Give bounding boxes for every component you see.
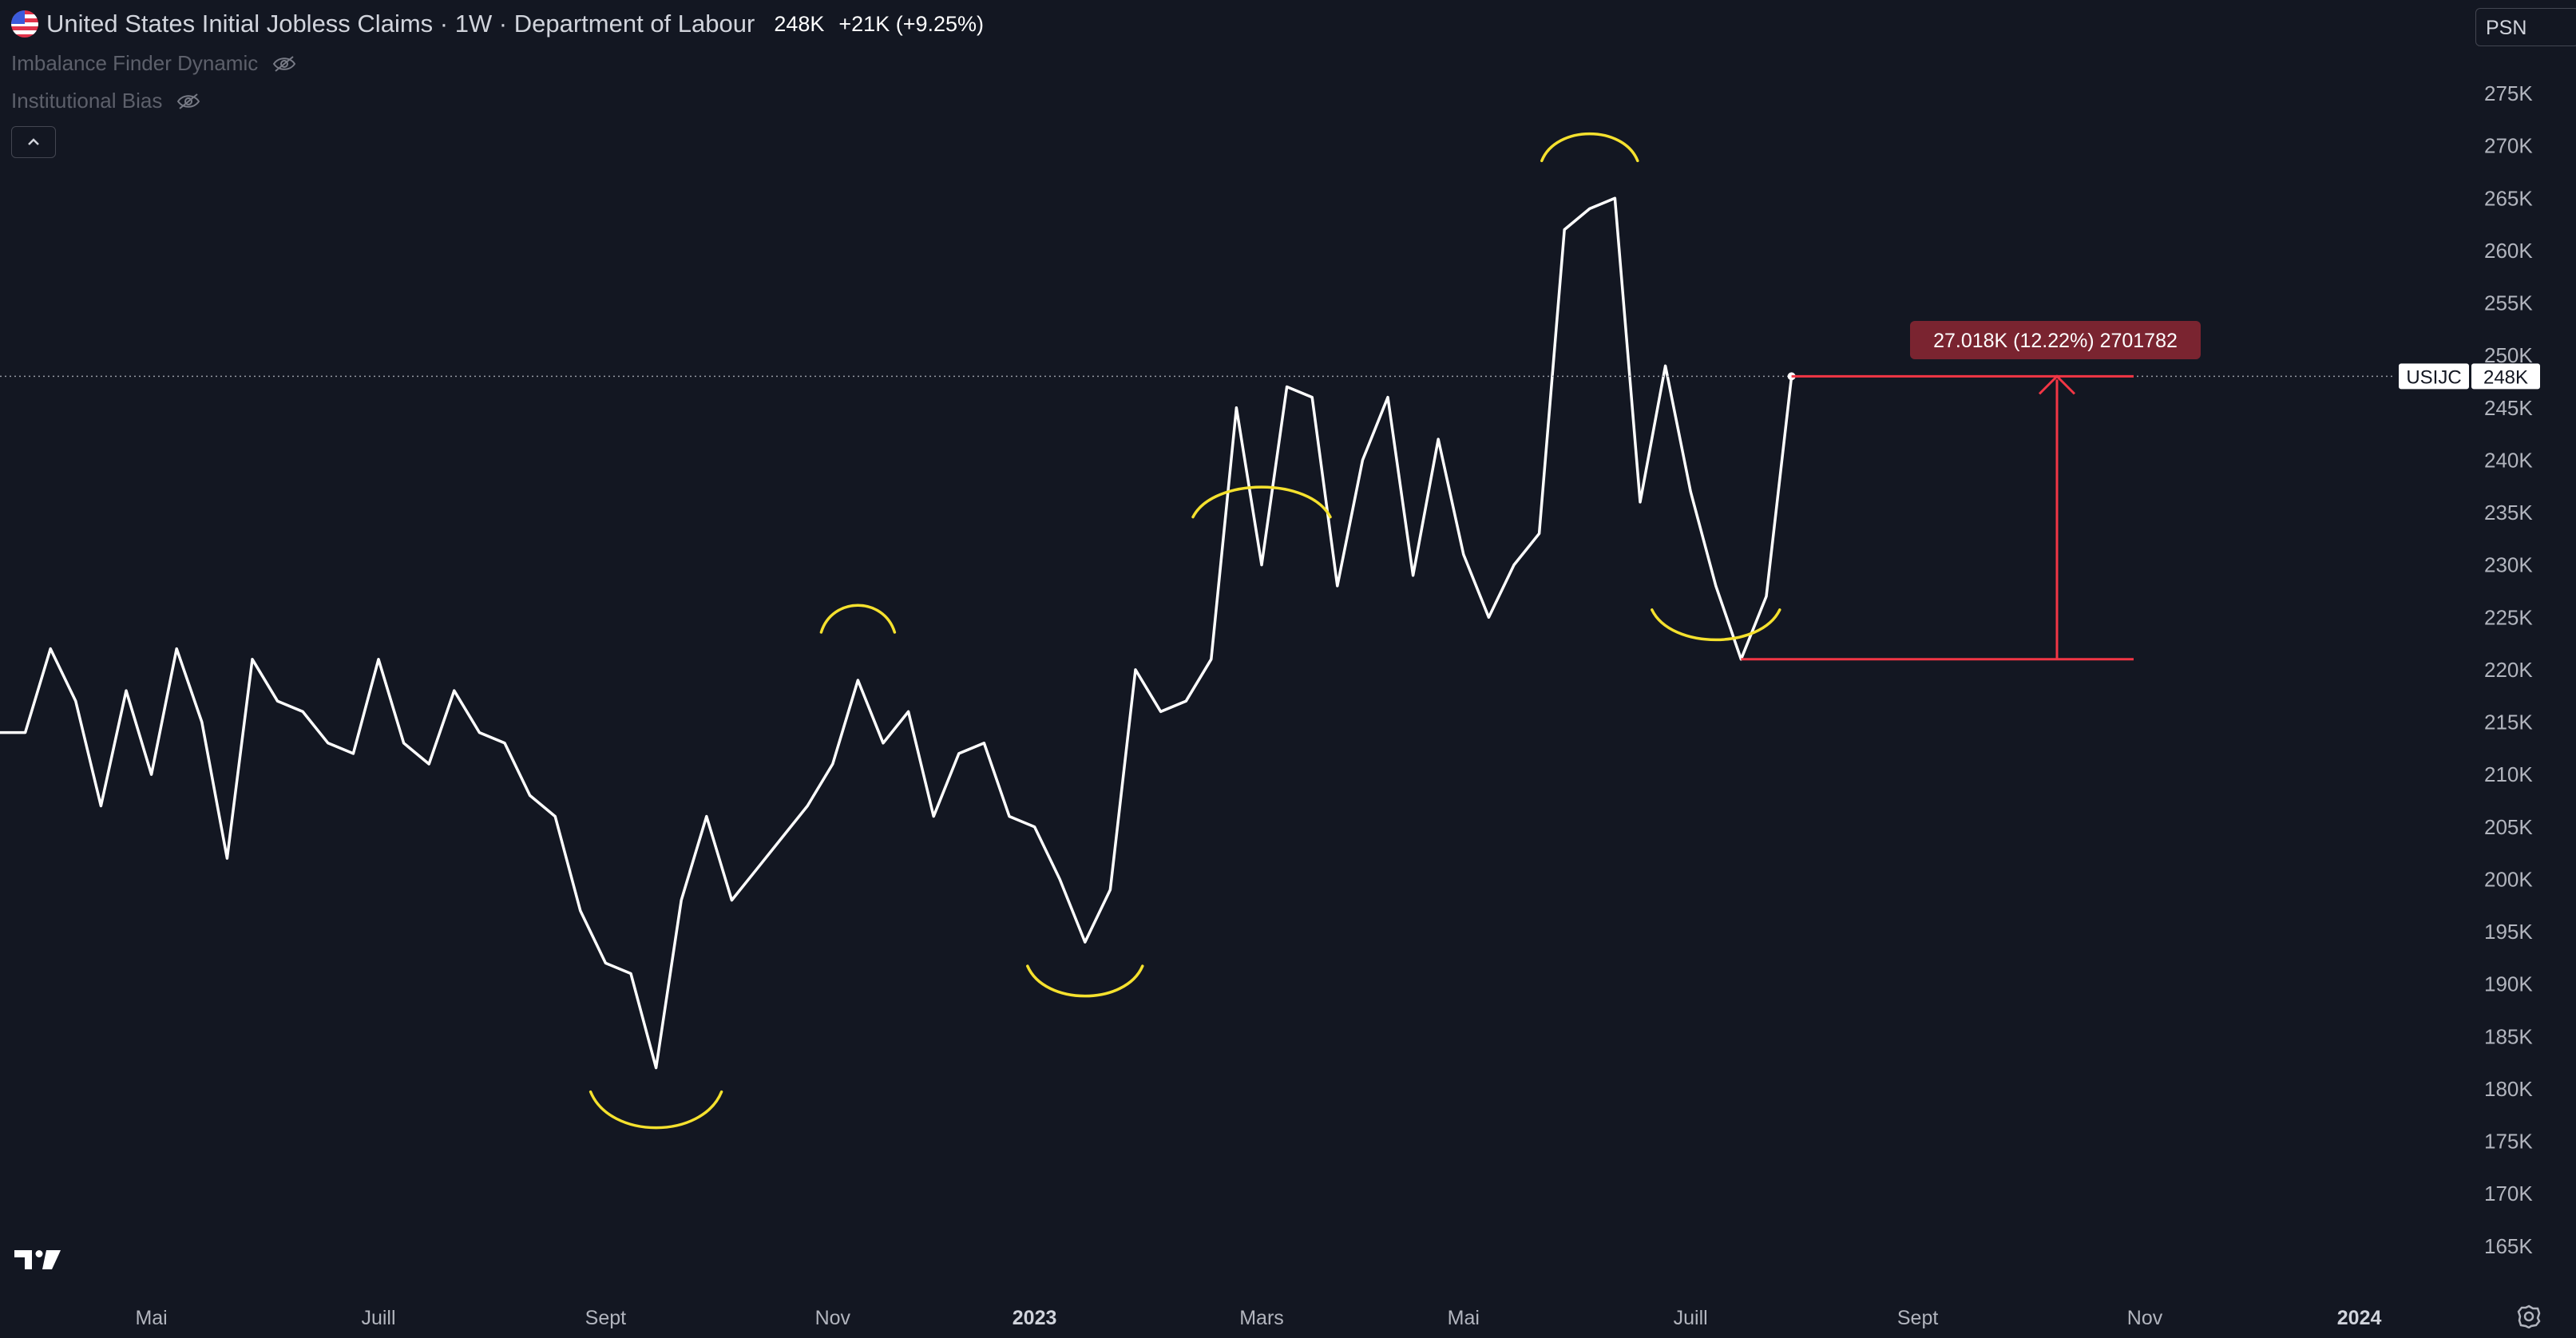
peak-annotation [1191, 485, 1332, 519]
indicator-imbalance-finder[interactable]: Imbalance Finder Dynamic [11, 51, 296, 76]
y-tick-label: 170K [2484, 1182, 2533, 1205]
trough-annotation [1026, 964, 1144, 998]
y-tick-label: 190K [2484, 972, 2533, 996]
x-tick-label: Mai [135, 1307, 167, 1329]
series-legend: United States Initial Jobless Claims · 1… [11, 10, 984, 38]
y-tick-label: 240K [2484, 448, 2533, 472]
y-tick-label: 250K [2484, 343, 2533, 367]
y-tick-label: 260K [2484, 239, 2533, 263]
trough-annotation [589, 1090, 723, 1130]
measure-arrow-head [2038, 374, 2076, 395]
y-tick-label: 255K [2484, 291, 2533, 315]
indicator-institutional-bias[interactable]: Institutional Bias [11, 89, 200, 113]
trough-annotation [1651, 608, 1781, 641]
eye-off-icon[interactable] [272, 55, 296, 73]
x-tick-label: 2023 [1013, 1307, 1057, 1329]
y-tick-label: 235K [2484, 501, 2533, 525]
x-tick-label: Mars [1239, 1307, 1284, 1329]
us-flag-icon [11, 10, 38, 38]
measure-tooltip-text: 27.018K (12.22%) 2701782 [1933, 330, 2178, 352]
y-tick-label: 175K [2484, 1130, 2533, 1154]
x-tick-label: Nov [815, 1307, 851, 1329]
x-tick-label: 2024 [2337, 1307, 2382, 1329]
x-tick-label: Juill [1674, 1307, 1708, 1329]
series-title[interactable]: United States Initial Jobless Claims · 1… [46, 10, 755, 38]
y-tick-label: 200K [2484, 867, 2533, 891]
y-tick-label: 185K [2484, 1024, 2533, 1048]
tradingview-logo-icon[interactable] [14, 1247, 65, 1273]
y-tick-label: 215K [2484, 711, 2533, 734]
y-tick-label: 210K [2484, 762, 2533, 786]
y-tick-label: 225K [2484, 605, 2533, 629]
x-tick-label: Sept [1897, 1307, 1938, 1329]
settings-gear-icon[interactable] [2517, 1304, 2541, 1328]
y-tick-label: 265K [2484, 186, 2533, 210]
collapse-indicators-button[interactable] [11, 126, 56, 158]
chevron-up-icon [28, 138, 39, 145]
measure-tooltip-box [1910, 321, 2201, 359]
eye-off-icon[interactable] [176, 93, 200, 110]
symbol-label-box [2399, 363, 2469, 390]
price-label-value: 248K [2483, 366, 2528, 388]
y-tick-label: 165K [2484, 1234, 2533, 1258]
indicator-label: Imbalance Finder Dynamic [11, 51, 259, 75]
indicator-label: Institutional Bias [11, 89, 163, 113]
peak-annotation [1540, 132, 1639, 163]
y-tick-label: 180K [2484, 1077, 2533, 1101]
series-line[interactable] [0, 196, 1793, 1070]
y-tick-label: 195K [2484, 920, 2533, 944]
y-tick-label: 205K [2484, 815, 2533, 839]
x-tick-label: Juill [361, 1307, 395, 1329]
x-tick-label: Mai [1448, 1307, 1480, 1329]
peak-annotation [819, 604, 897, 634]
y-tick-label: 230K [2484, 553, 2533, 577]
value-change: +21K (+9.25%) [838, 11, 985, 36]
symbol-label: USIJC [2406, 366, 2461, 388]
last-value: 248K [774, 11, 825, 36]
y-tick-label: 245K [2484, 396, 2533, 420]
x-tick-label: Sept [585, 1307, 626, 1329]
price-label-box [2471, 363, 2540, 390]
y-tick-label: 220K [2484, 658, 2533, 682]
top-right-label[interactable]: PSN [2475, 8, 2576, 46]
x-tick-label: Nov [2127, 1307, 2163, 1329]
y-tick-label: 275K [2484, 81, 2533, 105]
y-tick-label: 270K [2484, 134, 2533, 158]
